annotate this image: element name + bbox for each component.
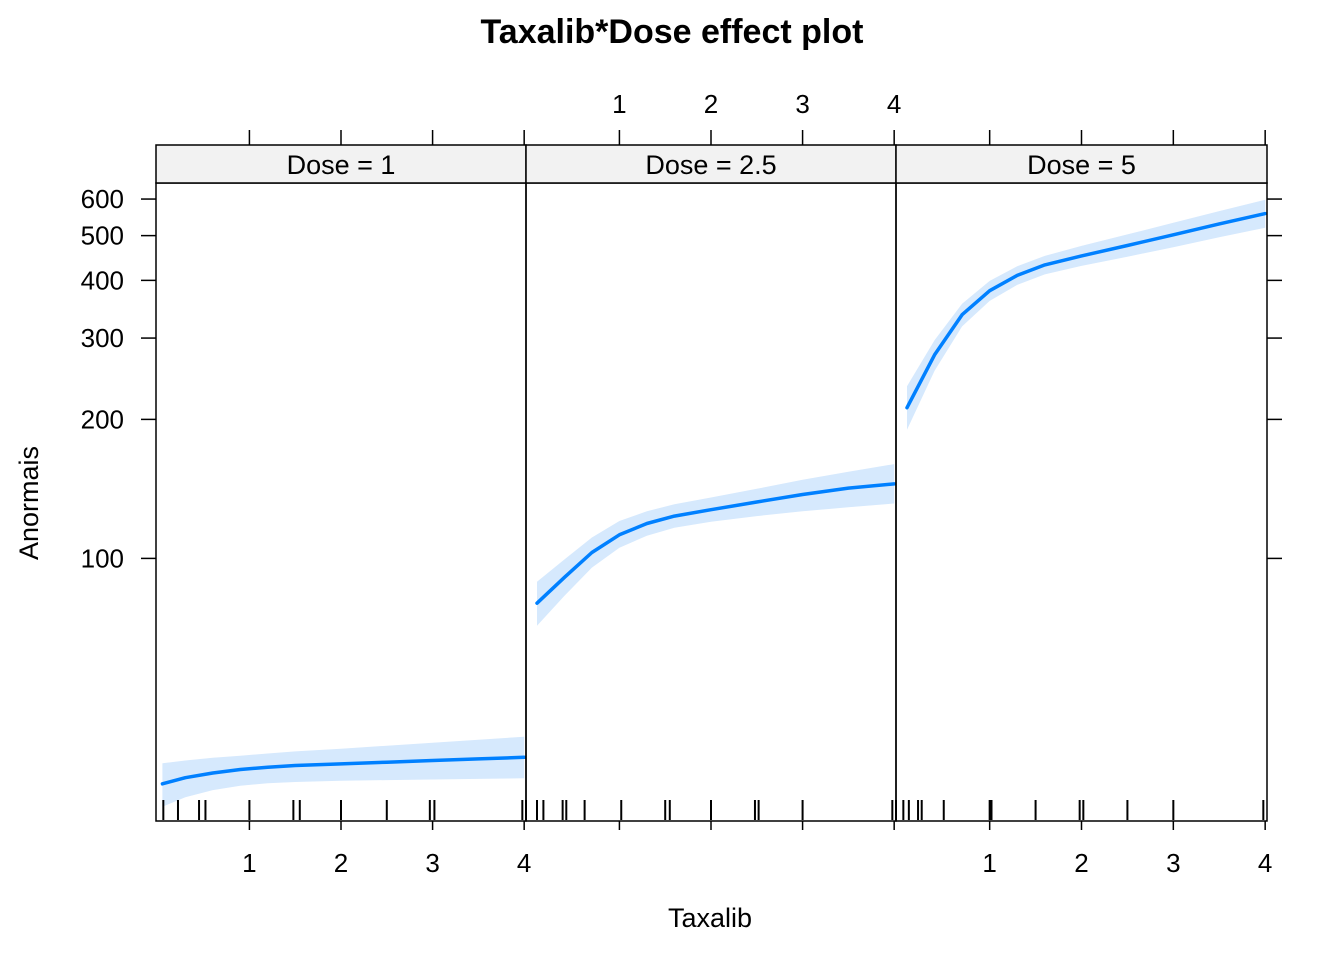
fit-line <box>905 211 1267 410</box>
strip-label: Dose = 1 <box>287 150 396 180</box>
x-tick-label: 1 <box>242 848 256 878</box>
y-tick-label: 200 <box>81 404 124 434</box>
y-tick-label: 100 <box>81 543 124 573</box>
chart-title: Taxalib*Dose effect plot <box>481 13 864 51</box>
strip-label: Dose = 2.5 <box>645 150 776 180</box>
y-axis: 100 200 300 400 500 600 <box>81 184 1282 573</box>
panel-3: Dose = 5 1 2 3 4 <box>895 130 1272 878</box>
x-tick-label: 2 <box>334 848 348 878</box>
rug <box>902 800 1265 820</box>
x-tick-label: 2 <box>1074 848 1088 878</box>
x-tick-label: 4 <box>887 89 901 119</box>
confidence-band <box>162 736 525 807</box>
panel-frame <box>895 182 1268 822</box>
strip-label: Dose = 5 <box>1027 150 1136 180</box>
x-tick-label: 1 <box>982 848 996 878</box>
panel-2: Dose = 2.5 1 2 3 4 <box>525 89 901 830</box>
fit-line <box>535 482 896 605</box>
x-tick-label: 4 <box>517 848 531 878</box>
x-tick-label: 1 <box>612 89 626 119</box>
y-tick-label: 500 <box>81 221 124 251</box>
rug <box>535 800 897 820</box>
x-tick-label: 3 <box>1166 848 1180 878</box>
x-tick-label: 4 <box>1258 848 1272 878</box>
y-tick-label: 300 <box>81 323 124 353</box>
panels: Dose = 1 1 2 3 4 Dose = 2.5 1 2 3 4 Dose = 5 1 2 3 4 10… <box>81 89 1282 878</box>
y-tick-label: 400 <box>81 265 124 295</box>
x-tick-label: 2 <box>704 89 718 119</box>
x-tick-label: 3 <box>425 848 439 878</box>
y-tick-label: 600 <box>81 184 124 214</box>
panel-frame <box>155 182 527 822</box>
x-axis-label: Taxalib <box>668 903 752 933</box>
fit-line <box>160 755 526 786</box>
strip-box <box>525 144 897 184</box>
rug <box>162 800 527 820</box>
y-axis-label: Anormais <box>14 446 44 560</box>
x-tick-label: 3 <box>795 89 809 119</box>
panel-1: Dose = 1 1 2 3 4 <box>155 130 531 878</box>
confidence-band <box>537 464 895 626</box>
